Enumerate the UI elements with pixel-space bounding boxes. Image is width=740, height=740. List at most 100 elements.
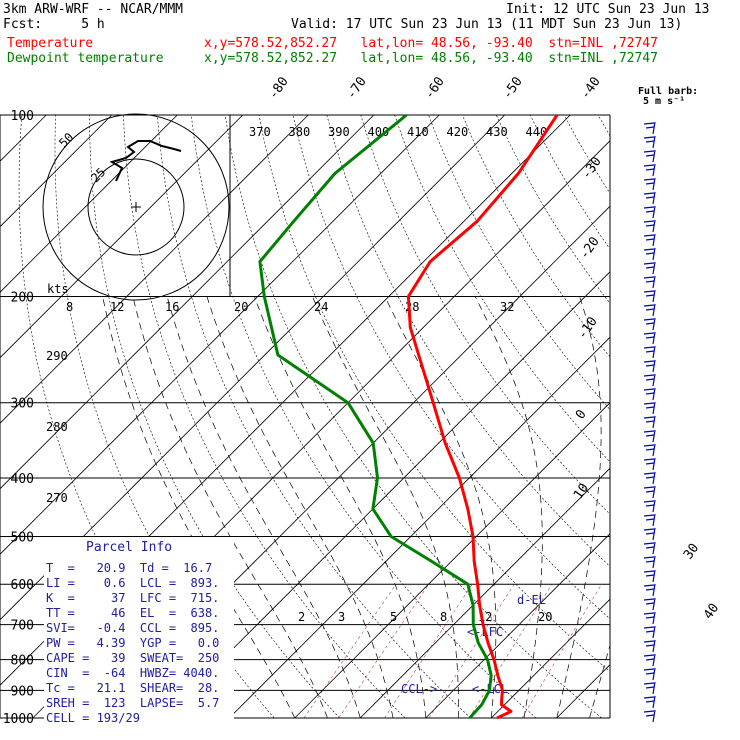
isotherm-line xyxy=(688,115,740,718)
wind-barb-staff xyxy=(652,415,656,429)
wind-barb-flag xyxy=(645,658,655,661)
wind-barb-staff xyxy=(652,331,656,345)
isotherm-line xyxy=(425,533,610,719)
hodograph-speed-label: 8 xyxy=(66,300,73,314)
wind-barb-flag xyxy=(643,248,655,251)
wind-barb-staff xyxy=(652,233,656,247)
hodograph-speed-label: 32 xyxy=(500,300,514,314)
wind-barb-flag xyxy=(643,402,655,405)
wind-barb-staff xyxy=(652,709,656,723)
wind-barb-flag xyxy=(643,668,655,671)
parcel-info-row: K = 37 LFC = 715. xyxy=(46,591,220,605)
wind-barb-flag xyxy=(645,280,655,283)
wind-barb-staff xyxy=(652,345,656,359)
wind-barb-flag xyxy=(645,140,655,143)
wind-barb-staff xyxy=(652,247,656,261)
wind-barb-flag xyxy=(645,224,655,227)
isotherm-line xyxy=(0,115,244,359)
mixing-ratio-label: 5 xyxy=(390,610,397,624)
isotherm-line xyxy=(490,598,610,719)
wind-barb-flag xyxy=(643,444,655,447)
wind-barb-flag xyxy=(645,504,655,507)
pressure-tick-label: 200 xyxy=(11,291,34,306)
moist-adiabat xyxy=(102,296,296,719)
wind-barb-staff xyxy=(652,597,656,611)
parcel-info-row: PW = 4.39 YGP = 0.0 xyxy=(46,636,220,650)
wind-barb-staff xyxy=(652,121,656,135)
hodograph-speed-label: 16 xyxy=(165,300,179,314)
wind-barb-flag xyxy=(645,336,655,339)
dry-adiabat xyxy=(292,115,610,620)
mixing-ratio-line xyxy=(303,584,397,719)
wind-barb-flag xyxy=(643,472,655,475)
wind-barb-flag xyxy=(645,294,655,297)
wind-barb-flag xyxy=(645,602,655,605)
isotherm-label: -30 xyxy=(579,154,605,182)
dewpoint-legend-label: Dewpoint temperature xyxy=(7,51,164,66)
pressure-tick-label: 900 xyxy=(11,684,34,699)
wind-barb-staff xyxy=(652,135,656,149)
dry-adiabat xyxy=(700,115,740,718)
isotherm-label: 0 xyxy=(573,407,590,422)
wind-barb-flag xyxy=(645,518,655,521)
dry-adiabat xyxy=(597,115,610,137)
wind-barb-flag xyxy=(643,416,655,419)
wind-barb-flag xyxy=(645,574,655,577)
wind-barb-flag xyxy=(645,252,655,255)
wind-barb-staff xyxy=(652,261,656,275)
isotherm-label: -70 xyxy=(344,74,370,102)
dewpoint-location: x,y=578.52,852.27 lat,lon= 48.56, -93.40… xyxy=(204,51,658,66)
pressure-tick-label: 800 xyxy=(11,654,34,669)
wind-barb-flag xyxy=(645,126,655,129)
wind-barb-staff xyxy=(652,513,656,527)
theta-label: 270 xyxy=(46,491,68,505)
theta-label: 280 xyxy=(46,420,68,434)
moist-adiabat xyxy=(312,296,459,718)
pressure-tick-label: 1000 xyxy=(3,712,34,727)
isotherm-line xyxy=(622,115,740,718)
wind-barb-staff xyxy=(652,373,656,387)
wind-barb-staff xyxy=(652,485,656,499)
wind-barb-flag xyxy=(645,490,655,493)
init-time: Init: 12 UTC Sun 23 Jun 13 xyxy=(506,2,710,17)
wind-barb-staff xyxy=(652,681,656,695)
isotherm-label: -10 xyxy=(575,314,601,342)
wind-barb-staff xyxy=(652,569,656,583)
parcel-info-title: Parcel Info xyxy=(86,540,173,555)
isotherm-line xyxy=(163,271,610,719)
wind-barb-flag xyxy=(645,448,655,451)
valid-time: Valid: 17 UTC Sun 23 Jun 13 (11 MDT Sun … xyxy=(291,17,683,32)
wind-barb-staff xyxy=(652,303,656,317)
isotherm-line xyxy=(0,115,440,555)
wind-barb-flag xyxy=(645,266,655,269)
wind-barb-flag xyxy=(645,714,655,717)
isotherm-label: 40 xyxy=(701,601,722,622)
pressure-tick-label: 100 xyxy=(11,109,34,124)
wind-barb-staff xyxy=(652,541,656,555)
dry-adiabat xyxy=(666,115,740,718)
wind-barb-flag xyxy=(643,374,655,377)
wind-barb-flag xyxy=(643,262,655,265)
wind-barb-staff xyxy=(652,177,656,191)
wind-barb-flag xyxy=(645,182,655,185)
parcel-info-row: T = 20.9 Td = 16.7 xyxy=(46,561,213,575)
dry-adiabat xyxy=(529,115,610,250)
mixing-ratio-line xyxy=(384,584,473,719)
wind-barb-flag xyxy=(643,318,655,321)
isotherm-line xyxy=(0,115,506,621)
wind-barb-staff xyxy=(652,471,656,485)
moist-adiabat xyxy=(206,296,394,719)
isotherm-label: 30 xyxy=(681,541,702,562)
isotherm-line xyxy=(294,402,610,719)
theta-label: 420 xyxy=(447,125,469,139)
wind-barb-flag xyxy=(645,644,655,647)
moist-adiabat xyxy=(254,296,427,719)
wind-barb-flag xyxy=(643,430,655,433)
pressure-tick-label: 700 xyxy=(11,619,34,634)
wind-barb-flag xyxy=(643,682,655,685)
wind-barb-flag xyxy=(643,528,655,531)
wind-barb-staff xyxy=(652,611,656,625)
hodograph-ring xyxy=(42,113,230,301)
model-title: 3km ARW-WRF -- NCAR/MMM xyxy=(3,2,184,17)
